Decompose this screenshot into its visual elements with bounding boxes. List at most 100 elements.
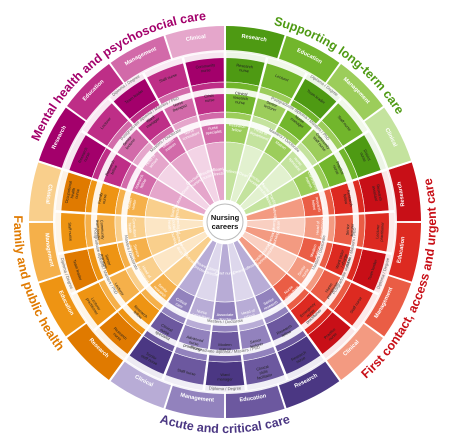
sub-category-band xyxy=(38,275,87,337)
role-label: Staff nurse xyxy=(177,367,196,377)
role-label: Seniorresearchfellow xyxy=(261,295,281,314)
quadrant-divider xyxy=(234,235,355,400)
sub-category-band xyxy=(110,35,172,84)
role-label: Consultanthealthvisitor xyxy=(123,218,138,238)
role-label: Nurseconsultant xyxy=(192,307,212,321)
role-label: Seniorlecturer xyxy=(263,99,279,113)
sub-category-band xyxy=(363,275,412,337)
role-label: Advancednursepractitioner xyxy=(183,334,206,352)
role-label: Associate director xyxy=(217,312,234,321)
quadrant-divider xyxy=(241,153,434,218)
quadrant-title-band xyxy=(341,155,445,399)
sub-category-label: Clinical xyxy=(185,34,206,43)
quadrant-title-band xyxy=(5,155,109,399)
role-label: Head ofschool xyxy=(241,307,257,320)
role-label: Dean xyxy=(181,184,191,194)
role-label: Nurseconsultant xyxy=(180,126,201,142)
center-label-line1: Nursing xyxy=(211,213,240,222)
sub-category-band xyxy=(38,107,87,169)
role-label: Consultantnurse xyxy=(196,166,218,182)
role-label: Lecturerpractitioner xyxy=(374,221,385,242)
role-label: Occupationalhealthnurse xyxy=(64,180,82,205)
role-label: Director ofnursing xyxy=(169,228,184,249)
role-label: Professor xyxy=(271,204,279,222)
role-label: Clinicalresearchfellow xyxy=(310,195,326,212)
role-label: Professor xyxy=(223,168,241,175)
role-label: Researchfellow xyxy=(342,189,354,207)
role-label: Chief nurse xyxy=(215,270,235,275)
sub-category-band xyxy=(67,64,125,122)
role-label: Clinicalnursespecialist xyxy=(204,120,223,136)
role-label: Dean xyxy=(239,170,249,178)
role-label: Seniorresearchfellow xyxy=(150,281,170,301)
quadrant-divider xyxy=(95,235,216,400)
role-label: Ward sister/ chargenurse xyxy=(334,249,353,273)
role-label: Clinicaldirector xyxy=(205,265,221,278)
role-label: Seniorlecturer xyxy=(249,337,265,350)
role-label: Universitydean xyxy=(271,216,281,234)
role-label: Director ofnursing xyxy=(266,227,281,248)
sub-category-label: Research xyxy=(396,180,406,206)
level-ring-label: Masters / Doctorate xyxy=(207,317,245,324)
sub-category-label: Education xyxy=(239,393,267,403)
sub-category-band xyxy=(363,107,412,169)
role-label: Modernmatron xyxy=(161,137,177,152)
role-label: Staff nurse xyxy=(67,222,73,241)
role-label: Clinicalskillsfacilitator xyxy=(254,363,273,380)
role-label: Seniorlecturer xyxy=(345,222,355,236)
sub-category-label: Education xyxy=(396,236,406,264)
quadrant-title-band xyxy=(226,3,433,161)
role-label: Boarddirector xyxy=(193,259,210,274)
role-label: Professor xyxy=(173,191,185,209)
quadrant-title-band xyxy=(17,3,224,161)
role-label: Servicemanager xyxy=(128,243,142,261)
role-label: Lecturer xyxy=(275,73,291,83)
sub-category-band xyxy=(325,322,383,380)
role-label: Nursetherapist xyxy=(170,98,188,113)
level-ring-label: Postgraduate diploma / Masters / PhD xyxy=(190,345,261,355)
role-label: Seniorresearchfellow xyxy=(129,172,148,192)
role-label: Clinicalresearchnurse xyxy=(232,90,249,106)
sub-category-label: Clinical xyxy=(44,184,53,205)
role-label: Districtnurse xyxy=(359,149,373,165)
role-label: Researchfellow xyxy=(104,159,120,178)
role-label: Healthvisitor xyxy=(126,198,137,211)
level-ring-label: Diploma / Degree xyxy=(209,385,243,391)
role-label: Head ofdepartment xyxy=(314,217,325,238)
quadrant-title-band xyxy=(97,381,353,441)
role-label: Researchfellow xyxy=(228,122,246,133)
role-label: Crisisnurse xyxy=(204,93,215,104)
sub-category-label: Research xyxy=(241,34,268,44)
role-label: Researchnurse xyxy=(236,62,254,73)
role-label: Practicepartner xyxy=(264,192,278,209)
sub-category-label: Management xyxy=(180,392,215,403)
sub-category-band xyxy=(278,35,340,84)
role-label: Practicenurse xyxy=(331,160,345,177)
role-label: Staff nurse xyxy=(158,72,177,84)
role-label: Researchnurse xyxy=(77,146,93,165)
center-circle xyxy=(206,203,244,241)
role-label: Matron xyxy=(275,139,288,150)
center-label-line2: careers xyxy=(212,222,239,231)
role-label: Director ofpublichealth xyxy=(167,216,182,236)
role-label: Criticalcareoutreach xyxy=(169,295,189,314)
role-label: Seniormanager xyxy=(99,252,113,270)
role-label: Dean xyxy=(233,268,243,275)
role-label: Familynurse xyxy=(96,192,107,205)
sub-category-band xyxy=(325,64,383,122)
role-label: Researchassistant xyxy=(371,184,383,202)
sub-category-band xyxy=(110,360,172,409)
quadrant-divider xyxy=(16,153,209,218)
sub-category-band xyxy=(278,360,340,409)
role-label: Team leader xyxy=(367,258,379,281)
role-label: Communityteam leader xyxy=(95,219,106,241)
role-label: Boarddirector xyxy=(212,166,227,177)
sub-category-band xyxy=(67,322,125,380)
role-label: Modernmatron xyxy=(309,244,322,259)
role-label: Team leader xyxy=(72,259,84,282)
role-label: Communitynurse xyxy=(195,62,216,74)
role-label: Boarddirector xyxy=(169,204,181,219)
